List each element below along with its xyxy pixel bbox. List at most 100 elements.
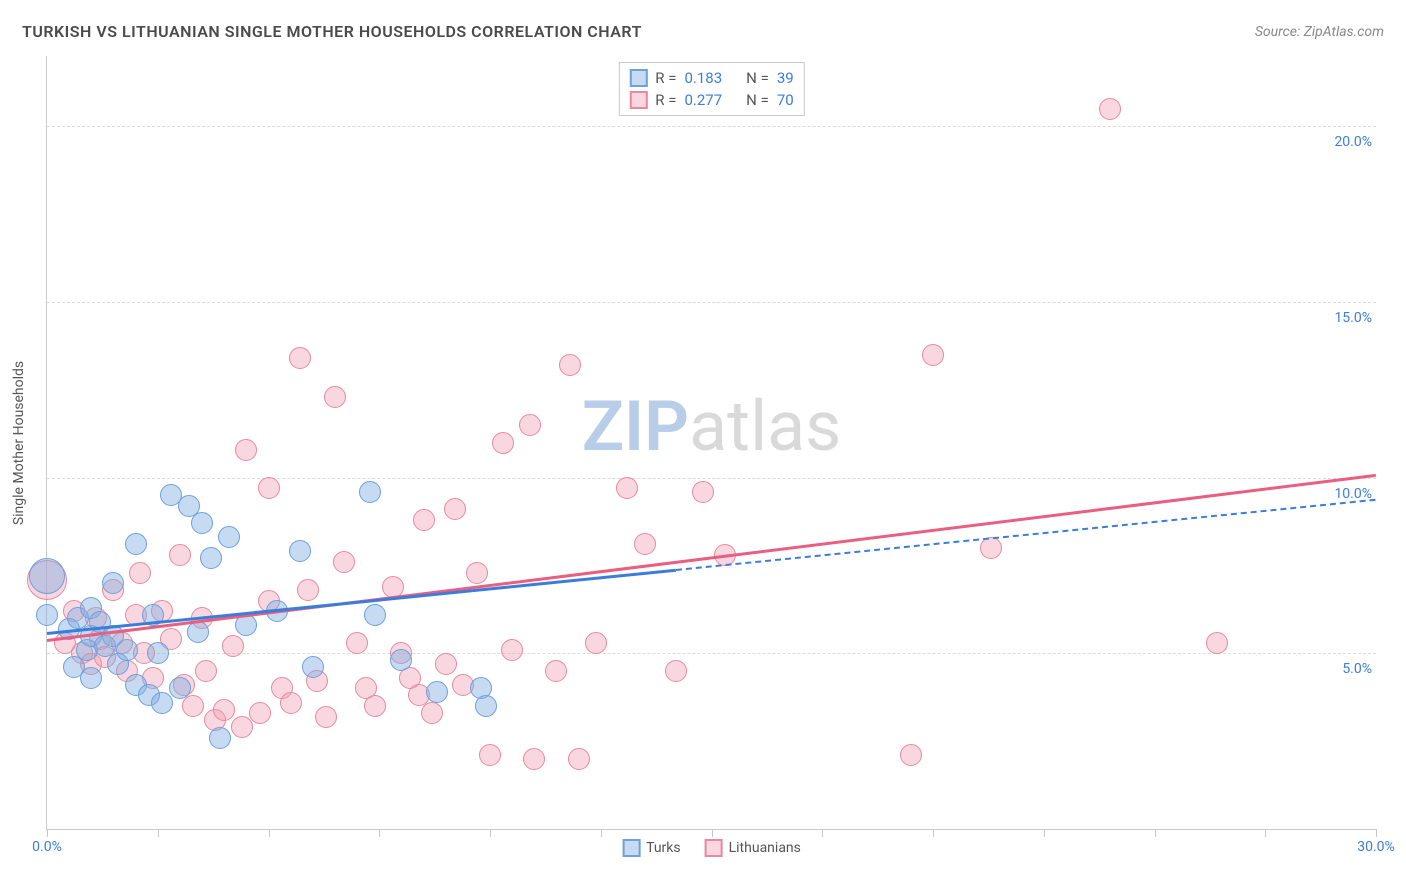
stats-row-lithuanians: R = 0.277 N = 70: [629, 89, 793, 111]
data-point-turks: [302, 656, 324, 678]
data-point-turks: [147, 642, 169, 664]
data-point-lithuanians: [315, 706, 337, 728]
data-point-turks: [125, 533, 147, 555]
data-point-turks: [364, 604, 386, 626]
data-point-lithuanians: [980, 537, 1002, 559]
data-point-turks: [187, 621, 209, 643]
n-value: 70: [777, 91, 794, 109]
data-point-lithuanians: [466, 562, 488, 584]
data-point-lithuanians: [413, 509, 435, 531]
x-tick: [933, 829, 934, 837]
legend-item-turks: Turks: [622, 839, 681, 857]
data-point-lithuanians: [289, 347, 311, 369]
data-point-turks: [209, 727, 231, 749]
data-point-turks: [390, 649, 412, 671]
legend-label: Lithuanians: [729, 840, 801, 856]
data-point-lithuanians: [692, 481, 714, 503]
x-tick: [1376, 829, 1377, 837]
data-point-lithuanians: [519, 414, 541, 436]
data-point-lithuanians: [501, 639, 523, 661]
y-axis-title: Single Mother Households: [11, 360, 27, 524]
data-point-turks: [116, 639, 138, 661]
data-point-lithuanians: [900, 744, 922, 766]
trendline-turks-extrapolated: [676, 499, 1376, 571]
data-point-lithuanians: [634, 533, 656, 555]
data-point-lithuanians: [280, 692, 302, 714]
x-tick: [158, 829, 159, 837]
plot-area: 5.0%10.0%15.0%20.0%0.0%30.0%: [47, 56, 1376, 829]
data-point-turks: [102, 572, 124, 594]
square-swatch-icon: [629, 91, 647, 109]
x-tick: [379, 829, 380, 837]
data-point-lithuanians: [129, 562, 151, 584]
r-value: 0.183: [684, 69, 722, 87]
trendline-lithuanians: [47, 474, 1376, 642]
data-point-turks: [191, 512, 213, 534]
data-point-lithuanians: [297, 579, 319, 601]
data-point-turks: [426, 681, 448, 703]
data-point-lithuanians: [479, 744, 501, 766]
data-point-turks: [359, 481, 381, 503]
r-label: R =: [655, 91, 676, 109]
gridline: [47, 478, 1376, 479]
gridline: [47, 126, 1376, 127]
r-label: R =: [655, 69, 676, 87]
x-tick: [1044, 829, 1045, 837]
data-point-lithuanians: [523, 748, 545, 770]
data-point-turks: [151, 692, 173, 714]
stats-row-turks: R = 0.183 N = 39: [629, 67, 793, 89]
y-tick-label: 5.0%: [1342, 661, 1372, 677]
data-point-lithuanians: [1099, 98, 1121, 120]
data-point-lithuanians: [364, 695, 386, 717]
data-point-lithuanians: [559, 354, 581, 376]
gridline: [47, 653, 1376, 654]
data-point-lithuanians: [169, 544, 191, 566]
x-tick: [490, 829, 491, 837]
n-label: N =: [746, 69, 769, 87]
x-tick: [1155, 829, 1156, 837]
data-point-turks: [36, 604, 58, 626]
x-tick: [601, 829, 602, 837]
data-point-turks: [475, 695, 497, 717]
title-bar: TURKISH VS LITHUANIAN SINGLE MOTHER HOUS…: [22, 22, 1384, 41]
x-tick: [47, 829, 48, 837]
data-point-lithuanians: [182, 695, 204, 717]
x-tick-label: 30.0%: [1357, 839, 1395, 855]
data-point-lithuanians: [235, 439, 257, 461]
y-tick-label: 20.0%: [1334, 134, 1372, 150]
data-point-turks: [218, 526, 240, 548]
y-tick-label: 15.0%: [1334, 310, 1372, 326]
legend-label: Turks: [646, 840, 681, 856]
data-point-lithuanians: [195, 660, 217, 682]
x-tick: [1265, 829, 1266, 837]
chart-title: TURKISH VS LITHUANIAN SINGLE MOTHER HOUS…: [22, 22, 642, 41]
data-point-lithuanians: [258, 477, 280, 499]
data-point-lithuanians: [435, 653, 457, 675]
source-attribution: Source: ZipAtlas.com: [1255, 24, 1384, 40]
x-tick: [269, 829, 270, 837]
x-tick: [822, 829, 823, 837]
data-point-turks: [169, 677, 191, 699]
data-point-lithuanians: [585, 632, 607, 654]
data-point-lithuanians: [222, 635, 244, 657]
x-tick: [712, 829, 713, 837]
data-point-lithuanians: [213, 699, 235, 721]
x-tick-label: 0.0%: [32, 839, 62, 855]
data-point-lithuanians: [568, 748, 590, 770]
n-value: 39: [777, 69, 794, 87]
data-point-lithuanians: [492, 432, 514, 454]
data-point-lithuanians: [665, 660, 687, 682]
data-point-turks: [80, 667, 102, 689]
bottom-legend: Turks Lithuanians: [622, 839, 801, 857]
scatter-plot: Single Mother Households ZIPatlas 5.0%10…: [46, 56, 1376, 830]
data-point-lithuanians: [1206, 632, 1228, 654]
data-point-lithuanians: [922, 344, 944, 366]
square-swatch-icon: [629, 69, 647, 87]
legend-item-lithuanians: Lithuanians: [705, 839, 801, 857]
stats-legend-box: R = 0.183 N = 39 R = 0.277 N = 70: [618, 62, 804, 116]
data-point-turks: [29, 558, 65, 594]
data-point-turks: [289, 540, 311, 562]
gridline: [47, 302, 1376, 303]
data-point-lithuanians: [333, 551, 355, 573]
data-point-lithuanians: [346, 632, 368, 654]
